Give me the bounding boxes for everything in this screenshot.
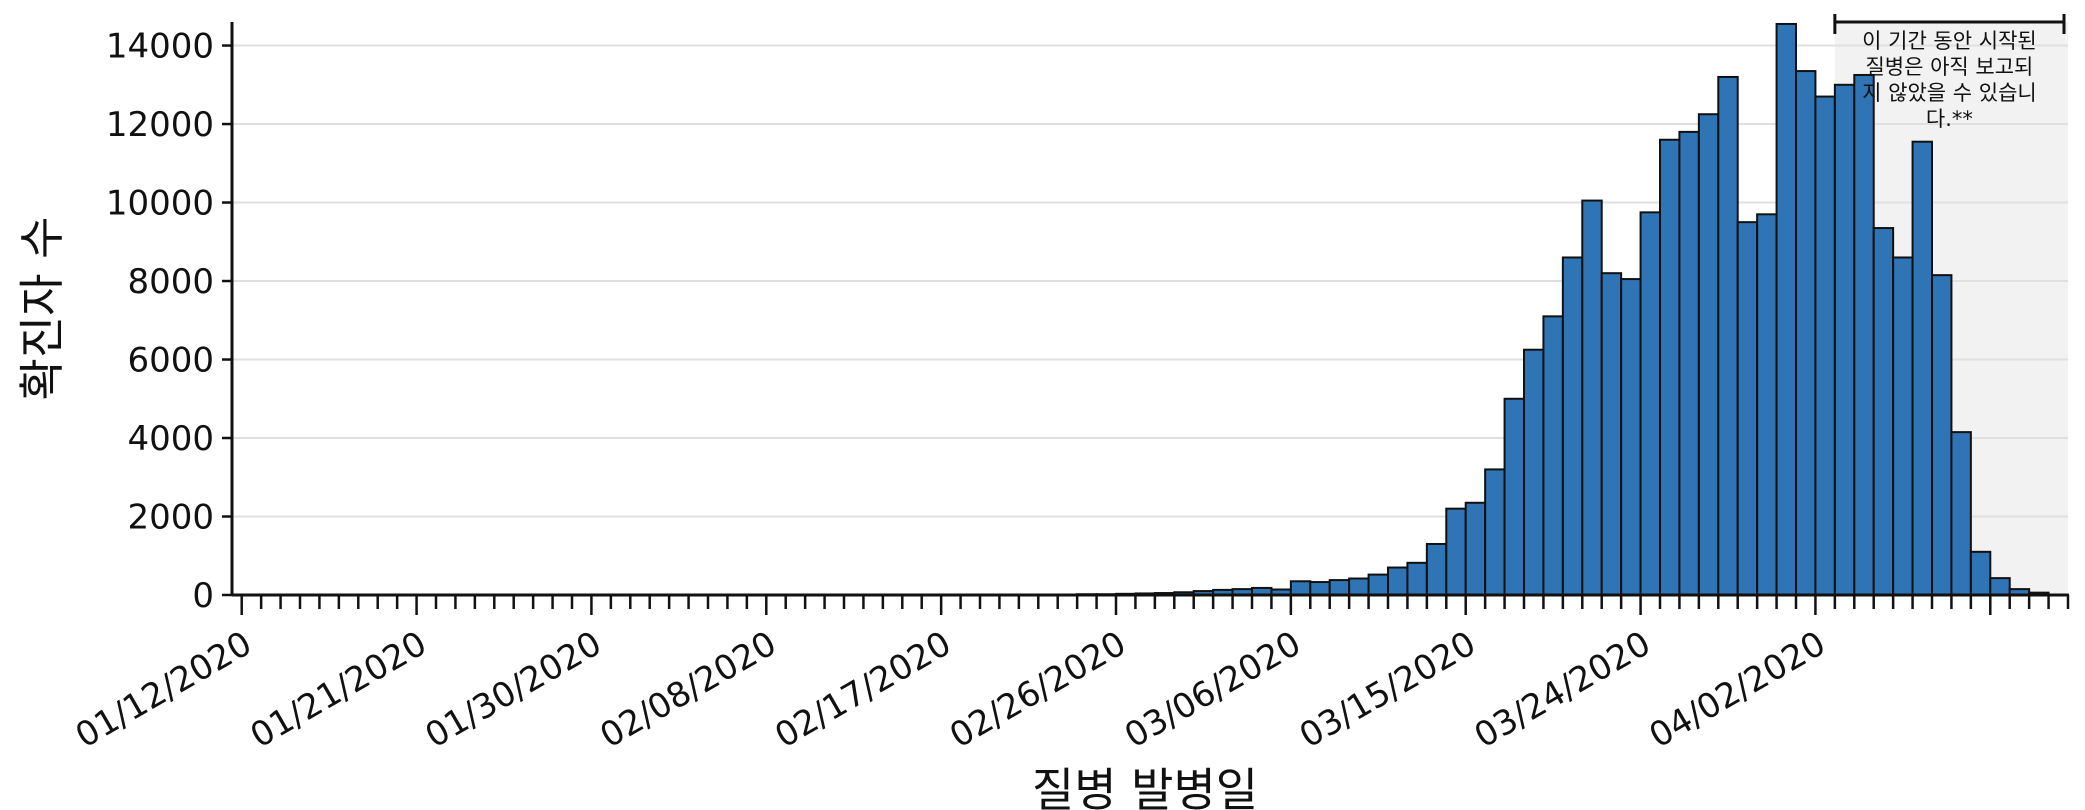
y-tick-label: 14000: [106, 27, 214, 67]
annotation-line: 이 기간 동안 시작된: [1862, 29, 2037, 53]
bar: [1833, 83, 1856, 596]
bar: [1736, 221, 1759, 596]
bar: [1931, 274, 1953, 596]
bar: [1600, 272, 1623, 596]
bar: [1969, 550, 1992, 597]
x-tick-label: 02/08/2020: [593, 624, 783, 757]
bars: [532, 22, 2070, 597]
annotation-line: 질병은 아직 보고되: [1865, 55, 2033, 79]
x-axis: 01/12/202001/21/202001/30/202002/08/2020…: [69, 593, 2070, 757]
bar: [1697, 113, 1720, 596]
x-tick-label: 03/24/2020: [1468, 624, 1658, 757]
x-tick-label: 01/12/2020: [69, 624, 259, 757]
bar: [1659, 138, 1681, 597]
bar: [1872, 227, 1895, 596]
bar: [1406, 561, 1428, 596]
bar: [1814, 95, 1836, 597]
bar: [1853, 73, 1875, 597]
bar: [1561, 256, 1584, 596]
y-tick-label: 2000: [127, 498, 214, 538]
y-axis-title: 확진자 수: [15, 217, 69, 401]
annotation-line: 지 않았을 수 있습니: [1862, 81, 2037, 105]
y-axis: 0 2000 4000 6000 8000 10000 12000 14000: [106, 22, 234, 616]
x-axis-title: 질병 발병일: [1032, 763, 1258, 810]
bar: [1348, 577, 1370, 596]
bar: [1756, 213, 1778, 596]
gridlines: [232, 44, 2068, 518]
bar: [1639, 211, 1661, 596]
bar: [1503, 397, 1525, 596]
x-tick-label: 04/02/2020: [1643, 624, 1833, 757]
bar: [1717, 75, 1739, 597]
bar: [1328, 579, 1351, 597]
bar: [1950, 431, 1972, 596]
bar: [1620, 278, 1642, 596]
y-tick-label: 8000: [127, 262, 214, 302]
bar: [1523, 348, 1545, 596]
bar: [1309, 581, 1331, 597]
bar: [1892, 256, 1914, 596]
bar: [1289, 580, 1312, 596]
bar: [1989, 577, 2011, 596]
y-tick-label: 12000: [106, 105, 214, 145]
y-tick-label: 6000: [127, 341, 214, 381]
x-tick-label: 02/26/2020: [943, 624, 1133, 757]
bar: [1542, 315, 1564, 596]
bar: [1367, 573, 1389, 597]
x-tick-label: 02/17/2020: [768, 624, 958, 757]
bar: [1445, 507, 1467, 596]
bar: [1911, 140, 1933, 596]
bar: [1678, 130, 1700, 596]
y-tick-label: 0: [192, 576, 214, 616]
bar: [1425, 542, 1448, 596]
annotation-line: 다.**: [1926, 107, 1973, 131]
x-tick-label: 03/06/2020: [1118, 624, 1308, 757]
bar: [1581, 199, 1603, 596]
y-tick-label: 4000: [127, 419, 214, 459]
x-tick-label: 01/21/2020: [244, 624, 434, 757]
bar: [1775, 22, 1797, 596]
bar: [1484, 468, 1506, 596]
y-tick-label: 10000: [106, 184, 214, 224]
bar: [1387, 566, 1409, 597]
x-tick-label: 01/30/2020: [419, 624, 609, 757]
bar: [1795, 70, 1817, 596]
bar: [1464, 501, 1487, 596]
x-tick-label: 03/15/2020: [1293, 624, 1483, 757]
